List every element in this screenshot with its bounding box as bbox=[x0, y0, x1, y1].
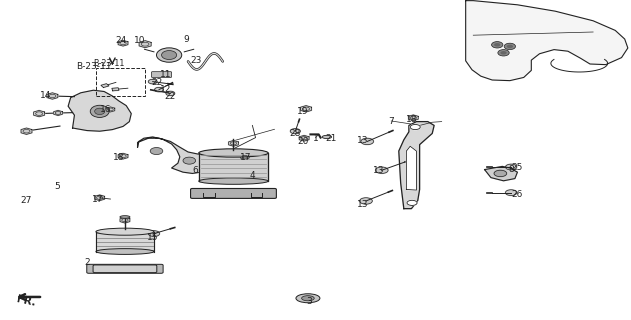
Polygon shape bbox=[408, 115, 418, 121]
Text: 26: 26 bbox=[512, 190, 523, 199]
Ellipse shape bbox=[90, 105, 109, 117]
Polygon shape bbox=[112, 88, 119, 91]
Ellipse shape bbox=[296, 294, 320, 303]
Text: 9: 9 bbox=[183, 36, 189, 44]
Circle shape bbox=[155, 87, 163, 92]
Text: 10: 10 bbox=[134, 36, 146, 45]
Ellipse shape bbox=[95, 108, 105, 115]
Text: 4: 4 bbox=[250, 171, 255, 180]
Circle shape bbox=[360, 198, 372, 204]
Circle shape bbox=[410, 124, 420, 130]
Polygon shape bbox=[299, 135, 309, 141]
FancyBboxPatch shape bbox=[151, 72, 172, 77]
Polygon shape bbox=[466, 1, 628, 81]
Polygon shape bbox=[33, 110, 45, 117]
Ellipse shape bbox=[199, 178, 268, 184]
Ellipse shape bbox=[162, 51, 177, 60]
Ellipse shape bbox=[96, 228, 154, 235]
Polygon shape bbox=[139, 41, 151, 48]
Polygon shape bbox=[118, 40, 128, 46]
Circle shape bbox=[148, 231, 160, 236]
Text: 17: 17 bbox=[92, 195, 103, 204]
Text: 22: 22 bbox=[165, 92, 176, 101]
Text: 8: 8 bbox=[508, 165, 514, 174]
Circle shape bbox=[166, 91, 175, 96]
Polygon shape bbox=[96, 232, 154, 252]
Circle shape bbox=[290, 129, 300, 134]
Text: 21: 21 bbox=[325, 134, 336, 143]
Text: 20: 20 bbox=[297, 137, 309, 146]
Polygon shape bbox=[106, 107, 115, 112]
Polygon shape bbox=[118, 153, 128, 159]
Circle shape bbox=[361, 138, 374, 145]
Text: 11: 11 bbox=[160, 70, 172, 79]
Text: 3: 3 bbox=[306, 297, 312, 306]
Ellipse shape bbox=[498, 50, 509, 56]
Polygon shape bbox=[138, 137, 209, 173]
Ellipse shape bbox=[494, 43, 500, 46]
Polygon shape bbox=[406, 146, 416, 190]
Text: 22: 22 bbox=[151, 78, 162, 87]
Circle shape bbox=[494, 170, 507, 177]
Polygon shape bbox=[228, 140, 239, 146]
Ellipse shape bbox=[120, 216, 130, 218]
Text: 17: 17 bbox=[240, 153, 252, 162]
Text: 7: 7 bbox=[388, 117, 394, 126]
Polygon shape bbox=[120, 217, 130, 223]
Circle shape bbox=[375, 167, 388, 173]
FancyBboxPatch shape bbox=[87, 264, 163, 273]
Text: B-23-11: B-23-11 bbox=[76, 62, 111, 71]
Text: 18: 18 bbox=[406, 115, 417, 124]
Ellipse shape bbox=[156, 48, 182, 62]
Ellipse shape bbox=[183, 157, 196, 164]
Ellipse shape bbox=[504, 43, 516, 50]
Text: 5: 5 bbox=[54, 182, 60, 191]
Circle shape bbox=[505, 164, 517, 170]
Text: 27: 27 bbox=[21, 196, 32, 205]
Text: 2: 2 bbox=[85, 258, 90, 267]
Text: 13: 13 bbox=[357, 136, 369, 145]
Ellipse shape bbox=[96, 249, 154, 254]
Polygon shape bbox=[199, 153, 268, 181]
Text: 13: 13 bbox=[357, 200, 369, 209]
Polygon shape bbox=[101, 84, 109, 87]
Text: 6: 6 bbox=[192, 166, 199, 175]
Circle shape bbox=[505, 190, 517, 196]
Text: 12: 12 bbox=[160, 85, 172, 94]
Text: 28: 28 bbox=[290, 129, 301, 138]
Text: 23: 23 bbox=[190, 56, 201, 65]
Ellipse shape bbox=[492, 42, 503, 48]
Ellipse shape bbox=[199, 149, 268, 157]
Ellipse shape bbox=[150, 148, 163, 155]
FancyBboxPatch shape bbox=[191, 188, 276, 198]
Text: 25: 25 bbox=[512, 164, 523, 172]
Polygon shape bbox=[47, 93, 58, 99]
Polygon shape bbox=[300, 106, 312, 112]
Polygon shape bbox=[54, 110, 62, 116]
Polygon shape bbox=[240, 154, 249, 159]
Ellipse shape bbox=[500, 51, 507, 54]
Polygon shape bbox=[399, 122, 434, 209]
Ellipse shape bbox=[322, 135, 332, 139]
Ellipse shape bbox=[302, 296, 314, 301]
Ellipse shape bbox=[507, 44, 513, 48]
Polygon shape bbox=[95, 195, 105, 201]
Polygon shape bbox=[68, 90, 131, 131]
Text: 16: 16 bbox=[100, 105, 112, 114]
Polygon shape bbox=[21, 128, 32, 134]
Bar bbox=[96, 68, 145, 96]
Text: FR.: FR. bbox=[16, 294, 37, 308]
Text: 24: 24 bbox=[115, 36, 127, 45]
Text: 19: 19 bbox=[297, 107, 309, 116]
Text: 13: 13 bbox=[373, 166, 384, 175]
Circle shape bbox=[148, 79, 157, 84]
Text: 18: 18 bbox=[113, 153, 124, 162]
Text: B-23-11: B-23-11 bbox=[93, 60, 125, 68]
Text: 14: 14 bbox=[40, 92, 51, 100]
Text: 15: 15 bbox=[147, 233, 158, 242]
FancyBboxPatch shape bbox=[93, 265, 157, 273]
Polygon shape bbox=[485, 166, 517, 181]
Text: 1: 1 bbox=[312, 134, 319, 143]
Circle shape bbox=[407, 200, 417, 205]
